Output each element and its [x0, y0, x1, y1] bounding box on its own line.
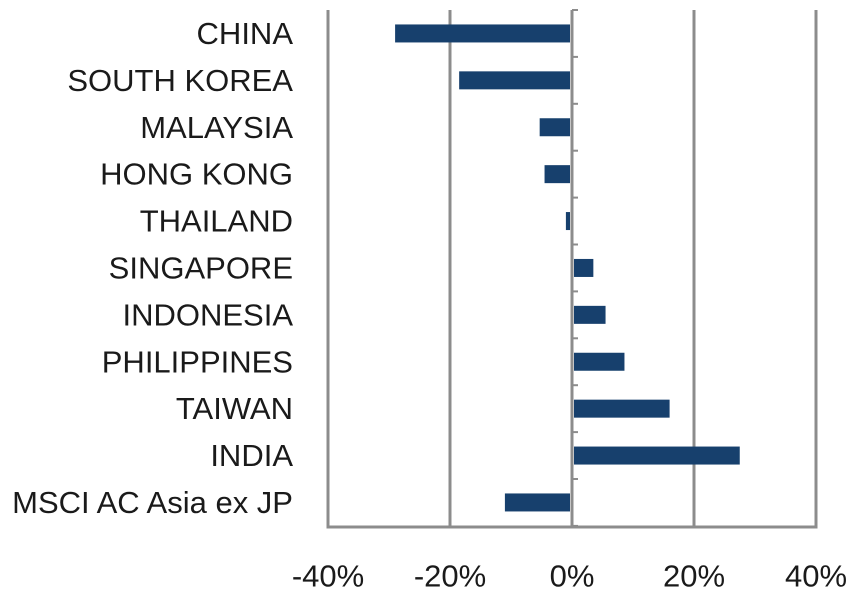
x-tick-label-4: 40% — [785, 559, 847, 594]
bars — [395, 24, 740, 512]
bar-4 — [565, 212, 570, 231]
x-tick-label-0: -40% — [292, 559, 364, 594]
x-tick-label-2: 0% — [550, 559, 595, 594]
bar-3 — [544, 165, 570, 184]
x-tick-label-1: -20% — [414, 559, 486, 594]
category-label-10: MSCI AC Asia ex JP — [12, 485, 293, 520]
category-label-4: THAILAND — [140, 204, 293, 239]
category-label-7: PHILIPPINES — [102, 344, 293, 379]
bar-0 — [395, 24, 570, 43]
category-label-1: SOUTH KOREA — [67, 63, 293, 98]
category-label-0: CHINA — [197, 16, 294, 51]
bar-10 — [504, 493, 570, 512]
category-labels: CHINA SOUTH KOREA MALAYSIA HONG KONG THAILAN… — [12, 16, 293, 520]
x-tick-label-3: 20% — [663, 559, 725, 594]
bar-8 — [574, 399, 670, 418]
category-label-5: SINGAPORE — [109, 250, 293, 285]
category-label-6: INDONESIA — [122, 297, 293, 332]
bar-5 — [574, 258, 594, 277]
category-label-8: TAIWAN — [176, 391, 293, 426]
bar-6 — [574, 305, 606, 324]
gridlines — [326, 9, 818, 529]
bar-7 — [574, 352, 625, 371]
x-tick-labels: -40% -20% 0% 20% 40% — [292, 559, 847, 594]
bar-9 — [574, 446, 740, 465]
category-label-3: HONG KONG — [100, 157, 293, 192]
bar-2 — [539, 118, 570, 137]
bar-1 — [459, 71, 570, 90]
category-label-2: MALAYSIA — [140, 110, 293, 145]
category-label-9: INDIA — [210, 438, 293, 473]
